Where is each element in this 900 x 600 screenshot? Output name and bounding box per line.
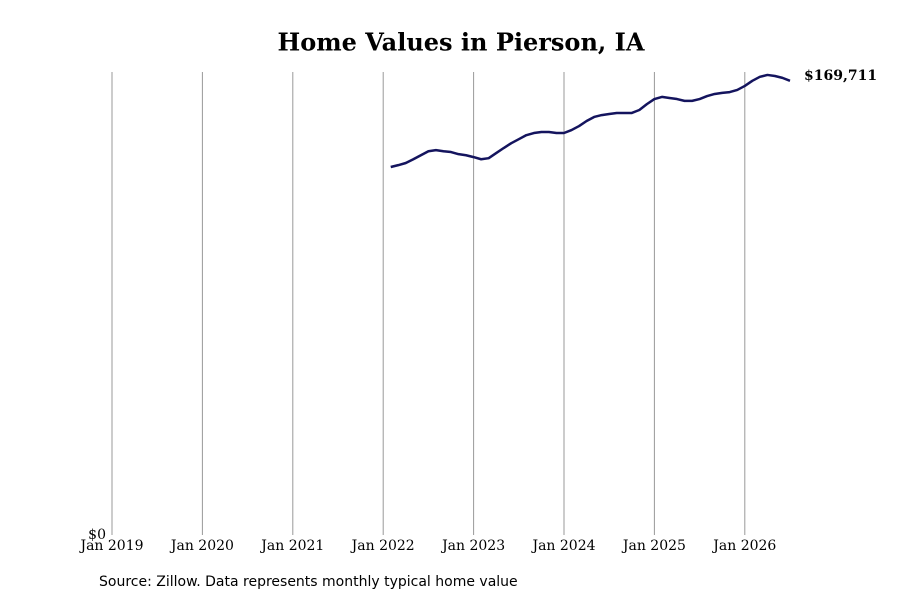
x-tick-label: Jan 2025: [621, 538, 686, 554]
x-tick-label: Jan 2022: [350, 538, 415, 554]
x-tick-label: Jan 2023: [440, 538, 505, 554]
x-tick-label: Jan 2026: [711, 538, 776, 554]
chart-title: Home Values in Pierson, IA: [278, 28, 645, 57]
x-tick-label: Jan 2020: [169, 538, 234, 554]
x-tick-label: Jan 2019: [78, 538, 143, 554]
y-tick-label: $0: [88, 527, 106, 543]
value-label: $169,711: [804, 68, 877, 84]
source-note: Source: Zillow. Data represents monthly …: [99, 574, 518, 590]
x-tick-label: Jan 2024: [530, 538, 595, 554]
line: [390, 73, 791, 169]
x-tick-label: Jan 2021: [259, 538, 324, 554]
